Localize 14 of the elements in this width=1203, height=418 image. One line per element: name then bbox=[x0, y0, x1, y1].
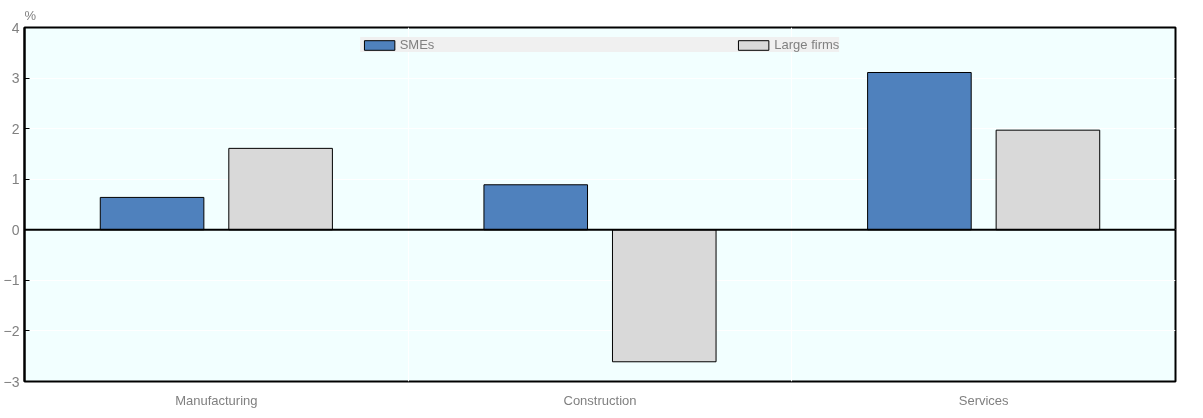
y-tick-label: 3 bbox=[11, 70, 20, 87]
legend-label: Large firms bbox=[774, 37, 840, 52]
y-tick-label: 4 bbox=[11, 19, 20, 36]
y-tick-label: 0 bbox=[11, 221, 20, 238]
y-tick-label: −3 bbox=[3, 373, 20, 390]
x-tick-label: Services bbox=[958, 392, 1010, 408]
y-tick-label: 2 bbox=[11, 120, 20, 137]
y-axis-title: % bbox=[24, 7, 37, 23]
x-tick-label: Construction bbox=[563, 392, 637, 408]
x-tick-label: Manufacturing bbox=[175, 392, 258, 408]
y-tick-label: −1 bbox=[3, 272, 20, 289]
legend-label: SMEs bbox=[399, 37, 435, 52]
y-tick-label: 1 bbox=[11, 171, 20, 188]
y-tick-label: −2 bbox=[3, 322, 20, 339]
